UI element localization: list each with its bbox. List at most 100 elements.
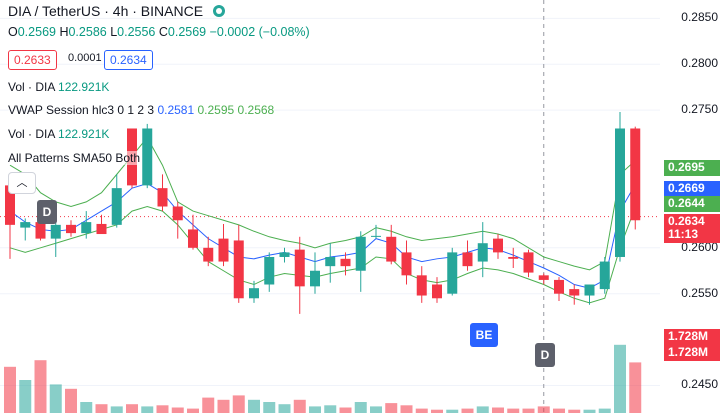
volume-bar — [537, 406, 550, 413]
candle-body — [493, 238, 503, 253]
pattern-marker[interactable]: D — [535, 343, 555, 367]
candles — [5, 111, 641, 314]
price-tick-label: 0.2800 — [681, 56, 718, 71]
symbol-legend[interactable]: DIA / TetherUS · 4h · BINANCE — [8, 3, 225, 19]
volume-bar — [171, 407, 184, 413]
candle-body — [401, 252, 412, 276]
indicator-name: Vol · DIA — [8, 80, 55, 94]
volume-bar — [110, 406, 123, 413]
sell-button[interactable]: 0.2633 — [8, 50, 57, 70]
price-tag: 0.2644 — [664, 196, 720, 212]
candle-body — [111, 188, 122, 225]
candle-body — [477, 243, 488, 262]
volume-bar — [217, 399, 230, 413]
volume-bar — [126, 404, 138, 413]
candle-body — [462, 252, 473, 267]
candle-body — [203, 247, 214, 262]
candle-body — [630, 128, 641, 221]
volume-bar — [187, 408, 199, 413]
candle-body — [279, 252, 290, 257]
volume-bar — [492, 407, 504, 413]
candle-body — [96, 223, 107, 235]
volume-bar — [476, 406, 489, 413]
candle-body — [264, 256, 275, 285]
volume-bar — [446, 409, 459, 413]
candle-body — [35, 222, 46, 239]
indicator-patterns[interactable]: All Patterns SMA50 Both — [8, 151, 141, 165]
price-tag: 0.2695 — [664, 160, 720, 176]
price-tick-label: 0.2550 — [681, 285, 718, 300]
volume-bar — [156, 405, 169, 413]
candle-body — [188, 229, 198, 248]
vwap-upper-band — [9, 136, 636, 271]
candle-body — [157, 188, 168, 207]
collapse-legend-button[interactable]: ︿ — [8, 172, 36, 194]
candle-body — [615, 128, 625, 257]
low-value: 0.2556 — [117, 25, 156, 39]
pattern-marker[interactable]: D — [37, 200, 57, 224]
candle-body — [599, 261, 610, 290]
volume-bar — [95, 404, 108, 413]
high-value: 0.2586 — [68, 25, 107, 39]
high-key: H — [59, 25, 69, 39]
indicator-name: Vol · DIA — [8, 127, 55, 141]
candle-body — [81, 222, 92, 234]
candle-body — [523, 252, 534, 273]
candle-body — [386, 236, 397, 262]
candle-body — [310, 270, 320, 287]
volume-bar — [19, 380, 32, 413]
candle-body — [432, 284, 442, 299]
symbol-title[interactable]: DIA / TetherUS · 4h · BINANCE — [8, 3, 204, 19]
candle-body — [66, 224, 76, 234]
low-key: L — [110, 25, 118, 39]
volume-bar — [248, 399, 260, 413]
vwap-lower-value: 0.2568 — [237, 103, 275, 117]
price-tick-label: 0.2450 — [681, 377, 718, 392]
volume-bar — [385, 403, 398, 413]
volume-bar — [400, 405, 413, 413]
buy-button[interactable]: 0.2634 — [104, 50, 153, 70]
volume-bar — [293, 399, 306, 413]
volume-bar — [354, 402, 367, 413]
candle-body — [325, 256, 336, 267]
price-tag: 0.2634 — [664, 214, 720, 228]
candle-body — [340, 258, 351, 267]
candle-body — [249, 288, 259, 299]
candle-body — [233, 240, 244, 299]
price-tick-label: 0.2750 — [681, 102, 718, 117]
volume-bar — [522, 408, 535, 413]
indicator-name: VWAP Session hlc3 0 1 2 3 — [8, 103, 155, 117]
indicator-volume-1[interactable]: Vol · DIA 122.921K — [8, 80, 110, 94]
volume-bar — [49, 384, 62, 413]
volume-tag: 1.728M — [664, 329, 720, 345]
open-value: 0.2569 — [17, 25, 56, 39]
candle-body — [142, 128, 153, 186]
volume-bar — [583, 409, 596, 413]
indicator-vwap[interactable]: VWAP Session hlc3 0 1 2 3 0.2581 0.2595 … — [8, 103, 275, 117]
pattern-marker[interactable]: BE — [470, 323, 498, 347]
vwap-value: 0.2581 — [157, 103, 195, 117]
ohlc-legend: O0.2569 H0.2586 L0.2556 C0.2569 −0.0002 … — [8, 25, 310, 39]
candle-body — [218, 238, 229, 262]
live-dot-icon — [212, 5, 225, 17]
volume-bar — [598, 408, 611, 413]
vwap-line — [9, 183, 636, 289]
volume-bar — [553, 408, 565, 413]
volume-bar — [431, 409, 443, 413]
volume-bar — [370, 406, 382, 413]
chevron-up-icon: ︿ — [16, 177, 28, 189]
candle-body — [355, 236, 366, 271]
candle-body — [416, 275, 427, 296]
candle-body — [50, 224, 61, 239]
price-tick-label: 0.2850 — [681, 10, 718, 25]
countdown-tag: 11:13 — [664, 227, 720, 243]
volume-bar — [65, 388, 77, 413]
volume-bar — [339, 407, 352, 413]
open-key: O — [8, 25, 18, 39]
candle-body — [538, 275, 549, 280]
candle-body — [20, 222, 31, 228]
candle-body — [5, 185, 15, 225]
volume-bar — [202, 397, 215, 413]
indicator-volume-2[interactable]: Vol · DIA 122.921K — [8, 127, 110, 141]
